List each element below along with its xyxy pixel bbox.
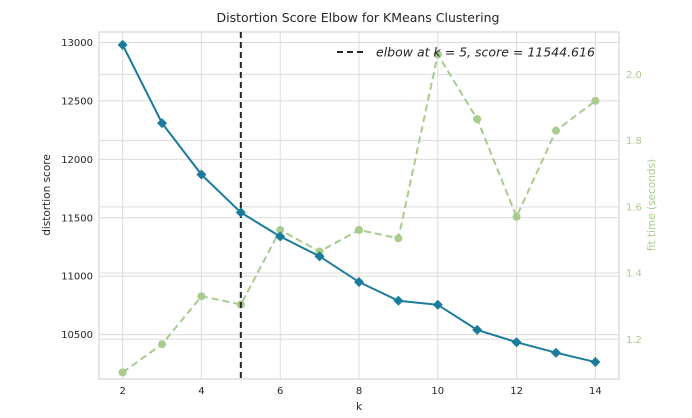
x-tick-label: 14 [589, 386, 602, 397]
grid [99, 32, 619, 379]
fit-time-point [118, 368, 127, 377]
x-tick-label: 6 [277, 386, 283, 397]
y-tick-label: 11000 [61, 272, 93, 283]
y2-tick-label: 1.8 [626, 136, 642, 147]
legend: elbow at k = 5, score = 11544.616 [337, 45, 595, 60]
distortion-point [432, 299, 443, 310]
y2-tick-label: 1.6 [626, 202, 642, 213]
plot-frame [98, 31, 620, 380]
distortion-point [354, 277, 364, 288]
y-tick-label: 12500 [61, 96, 93, 107]
distortion-point [590, 357, 601, 368]
y2-tick-label: 2.0 [626, 70, 642, 81]
tick-labels: 2 4 6 8 10 12 14 10500 11000 11500 12000 12500 13000… [61, 38, 642, 397]
x-tick-label: 8 [356, 386, 362, 397]
distortion-point [393, 295, 404, 306]
y-tick-label: 11500 [61, 213, 93, 224]
y-tick-label: 12000 [61, 155, 93, 166]
distortion-point [314, 251, 325, 262]
y-tick-label: 10500 [61, 330, 93, 341]
x-axis-label: k [356, 401, 363, 413]
chart-title: Distortion Score Elbow for KMeans Cluste… [217, 10, 500, 25]
fit-time-point [197, 292, 206, 301]
x-tick-label: 12 [510, 386, 523, 397]
fit-time-point [276, 226, 285, 235]
distortion-series [117, 39, 601, 368]
legend-elbow-label: elbow at k = 5, score = 11544.616 [376, 45, 595, 60]
distortion-point [550, 347, 561, 358]
fit-time-point [512, 212, 521, 221]
distortion-point [117, 39, 128, 50]
y-axis-label: distortion score [41, 154, 53, 236]
fit-time-point [551, 126, 560, 135]
y2-tick-label: 1.4 [626, 269, 642, 280]
fit-time-point [394, 234, 403, 243]
fit-time-point [158, 340, 167, 349]
distortion-point [275, 231, 286, 242]
fit-time-point [473, 115, 482, 124]
distortion-point [196, 169, 207, 180]
x-tick-label: 4 [198, 386, 204, 397]
distortion-point [235, 207, 246, 218]
y-tick-label: 13000 [61, 38, 93, 49]
fit-time-point [433, 50, 442, 59]
y2-tick-label: 1.2 [626, 335, 642, 346]
distortion-point [511, 337, 522, 348]
x-tick-label: 10 [431, 386, 444, 397]
fit-time-series [118, 50, 600, 377]
distortion-point [157, 118, 168, 129]
fit-time-point [591, 96, 600, 105]
x-tick-label: 2 [119, 386, 125, 397]
y2-axis-label: fit time (seconds) [646, 159, 658, 251]
distortion-point [472, 324, 483, 335]
fit-time-point [355, 226, 363, 235]
